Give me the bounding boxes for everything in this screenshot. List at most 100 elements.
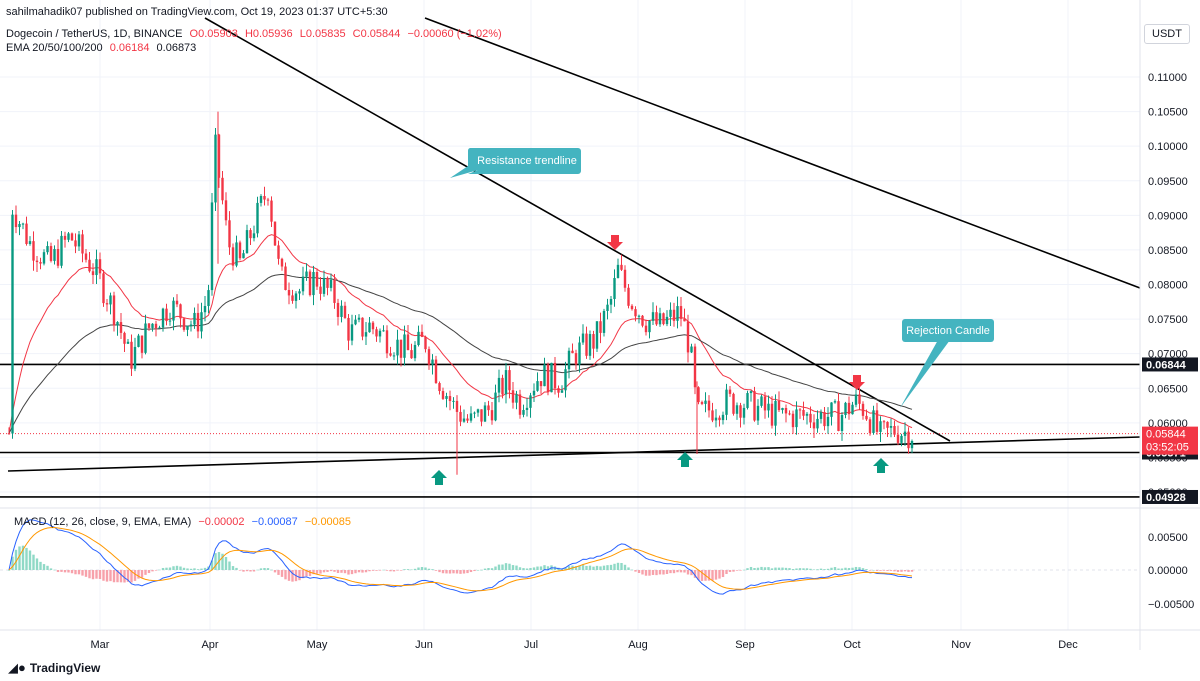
macd-histogram-bar — [441, 570, 445, 574]
macd-histogram-bar — [809, 568, 812, 570]
candle — [434, 359, 438, 384]
macd-histogram-bar — [431, 569, 434, 570]
candle — [662, 313, 665, 325]
macd-histogram-bar — [224, 556, 228, 570]
macd-histogram-bar — [602, 565, 606, 570]
candle — [711, 410, 714, 421]
macd-histogram-bar — [651, 570, 655, 575]
macd-histogram-bar — [312, 570, 315, 575]
candle — [515, 394, 518, 403]
candle — [501, 377, 504, 395]
candle — [525, 407, 529, 410]
macd-histogram-bar — [434, 570, 438, 571]
macd-histogram-bar — [231, 566, 235, 570]
candle — [140, 335, 144, 353]
macd-histogram-bar — [469, 570, 473, 573]
macd-histogram-bar — [420, 567, 424, 570]
candle — [305, 271, 308, 277]
macd-histogram-bar — [210, 560, 214, 570]
macd-histogram-bar — [396, 570, 399, 571]
candle — [207, 290, 210, 307]
macd-signal-value: −0.00087 — [251, 516, 298, 528]
macd-histogram-bar — [700, 570, 704, 581]
macd-histogram-bar — [683, 570, 686, 573]
candle — [781, 407, 784, 411]
rejection-callout-label: Rejection Candle — [906, 325, 990, 337]
macd-histogram-bar — [123, 570, 126, 583]
macd-histogram-bar — [252, 570, 256, 572]
candle — [585, 333, 588, 356]
macd-histogram-bar — [277, 570, 280, 575]
up-arrow-icon — [873, 458, 889, 473]
macd-histogram-bar — [172, 566, 175, 570]
macd-panel — [0, 519, 1140, 595]
candle — [473, 412, 476, 414]
macd-histogram-bar — [60, 570, 63, 572]
macd-histogram-bar — [494, 566, 497, 570]
candle — [865, 415, 868, 420]
macd-histogram-bar — [126, 570, 130, 582]
macd-histogram-bar — [354, 570, 357, 574]
candle — [63, 235, 67, 240]
candle — [791, 413, 795, 428]
macd-histogram-bar — [343, 570, 347, 574]
candle — [697, 387, 700, 403]
candle — [151, 323, 154, 328]
macd-histogram-bar — [690, 570, 693, 576]
candle — [413, 344, 417, 359]
candle — [186, 325, 189, 330]
macd-histogram-bar — [676, 570, 679, 573]
macd-histogram-bar — [620, 563, 623, 570]
symbol-name: Dogecoin / TetherUS, 1D, BINANCE — [6, 28, 183, 40]
macd-histogram-bar — [725, 570, 728, 575]
macd-histogram-bar — [130, 570, 133, 583]
grid — [0, 0, 1140, 630]
candle — [91, 271, 95, 276]
candle — [273, 221, 277, 246]
candle — [235, 242, 238, 266]
candle — [214, 134, 217, 203]
macd-histogram-bar — [462, 570, 466, 574]
candle — [770, 403, 774, 426]
candle — [536, 381, 539, 391]
currency-button[interactable]: USDT — [1144, 24, 1190, 44]
candle — [102, 273, 105, 304]
candle — [746, 393, 749, 408]
candle — [28, 241, 32, 244]
macd-histogram-bar — [529, 567, 532, 570]
macd-histogram-bar — [879, 570, 882, 571]
candle — [245, 230, 249, 254]
macd-histogram-bar — [578, 565, 581, 570]
candle — [749, 391, 753, 394]
candle — [767, 403, 770, 411]
candle — [158, 327, 161, 329]
candle — [763, 396, 767, 411]
macd-histogram-bar — [147, 570, 151, 574]
macd-histogram-bar — [788, 568, 791, 570]
up-arrow-icon — [677, 452, 693, 467]
macd-histogram-bar — [340, 570, 343, 573]
macd-histogram-bar — [28, 550, 32, 570]
candle — [571, 350, 574, 354]
macd-histogram-bar — [158, 569, 161, 571]
macd-histogram-bar — [466, 570, 469, 574]
candle — [487, 405, 490, 411]
candle — [88, 259, 91, 272]
macd-histogram-bar — [424, 567, 427, 570]
time-tick: Oct — [843, 639, 860, 651]
macd-histogram-bar — [102, 570, 105, 581]
candle — [410, 350, 413, 359]
macd-histogram-bar — [105, 570, 109, 582]
macd-histogram-bar — [564, 567, 567, 570]
macd-histogram-bar — [508, 563, 511, 570]
candle — [620, 264, 623, 270]
macd-histogram-bar — [588, 565, 592, 570]
macd-histogram-bar — [616, 562, 620, 570]
candle — [119, 322, 123, 333]
candle — [819, 412, 823, 419]
trendlines — [7, 17, 1141, 472]
candle — [266, 199, 270, 201]
candle — [116, 322, 119, 326]
